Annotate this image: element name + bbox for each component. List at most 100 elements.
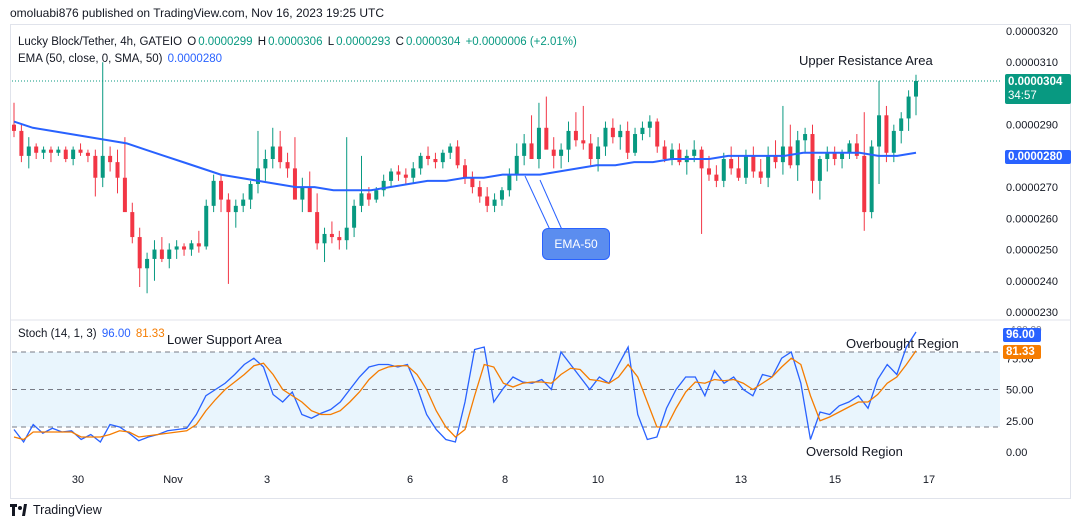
- candle-body: [56, 149, 61, 153]
- bar-countdown: 34:57: [1008, 90, 1037, 102]
- symbol-title[interactable]: Lucky Block/Tether, 4h, GATEIO: [18, 36, 183, 48]
- close-value: 0.0000304: [405, 36, 461, 48]
- time-axis-tick: 8: [502, 474, 508, 486]
- candle-body: [714, 174, 719, 181]
- candle-body: [499, 190, 504, 200]
- chart-frame: [10, 24, 1071, 499]
- stoch-legend[interactable]: Stoch (14, 1, 3) 96.00 81.33: [18, 328, 167, 340]
- candle-body: [906, 96, 911, 119]
- candle-body: [670, 149, 675, 160]
- candle-body: [780, 146, 785, 163]
- candle-body: [899, 118, 904, 131]
- candle-body: [396, 171, 401, 175]
- candle-body: [248, 183, 253, 200]
- candle-body: [344, 227, 349, 241]
- candle-body: [48, 149, 53, 153]
- candle-body: [211, 180, 216, 206]
- price-axis-tick: 0.0000240: [1006, 276, 1058, 288]
- candle-body: [891, 130, 896, 153]
- time-axis-tick: 17: [923, 474, 935, 486]
- low-value: 0.0000293: [336, 36, 391, 48]
- candle-body: [559, 149, 564, 156]
- candle-body: [596, 146, 601, 160]
- candle-body: [307, 187, 312, 213]
- candle-body: [12, 124, 16, 131]
- stoch-d-value: 81.33: [135, 328, 165, 340]
- ema-callout-pointer: [524, 175, 552, 233]
- ema50-line: [13, 120, 917, 192]
- candle-body: [315, 212, 320, 244]
- candle-body: [337, 237, 342, 241]
- candle-body: [278, 146, 283, 163]
- candle-body: [145, 258, 150, 269]
- candle-body: [463, 165, 467, 178]
- candle-body: [840, 152, 845, 160]
- candle-body: [647, 121, 652, 128]
- candle-body: [167, 249, 172, 259]
- candle-body: [470, 177, 475, 188]
- price-axis-tick: 0.0000250: [1006, 245, 1058, 257]
- ema-label: EMA (50, close, 0, SMA, 50): [18, 53, 163, 65]
- candle-body: [566, 130, 571, 150]
- candle-body: [300, 187, 305, 200]
- candle-body: [803, 134, 808, 141]
- price-axis-tick: 0.0000320: [1006, 26, 1058, 38]
- candle-body: [292, 168, 297, 200]
- time-axis-tick: Nov: [163, 474, 183, 486]
- candle-body: [359, 193, 364, 206]
- candle-body: [536, 127, 541, 160]
- candle-body: [862, 155, 867, 213]
- candle-body: [677, 149, 682, 163]
- candle-body: [285, 162, 290, 169]
- candle-body: [270, 146, 275, 160]
- ema-legend[interactable]: EMA (50, close, 0, SMA, 50) 0.0000280: [18, 53, 224, 65]
- ohlc-legend: Lucky Block/Tether, 4h, GATEIO O 0.000029…: [18, 36, 577, 48]
- oversold-label: Oversold Region: [806, 444, 903, 459]
- price-axis-tick: 0.0000230: [1006, 307, 1058, 319]
- candle-body: [389, 171, 394, 181]
- candle-body: [522, 143, 527, 156]
- candle-body: [655, 121, 660, 147]
- candle-body: [137, 237, 142, 269]
- price-axis-tick: 0.0000270: [1006, 182, 1058, 194]
- candle-body: [914, 80, 918, 97]
- candle-body: [869, 146, 874, 213]
- candle-body: [485, 196, 490, 206]
- candle-body: [219, 180, 224, 200]
- candle-body: [448, 146, 453, 153]
- candle-body: [226, 199, 231, 213]
- candle-body: [93, 155, 98, 178]
- candle-body: [189, 243, 194, 250]
- stoch-d-line: [13, 350, 917, 441]
- candle-body: [581, 140, 586, 144]
- stoch-axis-tick: 25.00: [1006, 416, 1034, 428]
- tradingview-logo-icon: [10, 504, 28, 516]
- stoch-axis-tick: 50.00: [1006, 385, 1034, 397]
- candle-body: [721, 159, 726, 181]
- candle-body: [884, 115, 889, 153]
- last-price-tag: 0.0000304 34:57: [1005, 74, 1071, 104]
- candle-body: [322, 233, 327, 244]
- candle-body: [588, 143, 593, 160]
- candle-body: [766, 155, 771, 178]
- candle-body: [41, 149, 46, 153]
- candle-body: [854, 143, 859, 156]
- candle-body: [847, 143, 852, 153]
- time-axis-tick: 6: [407, 474, 413, 486]
- candle-body: [751, 155, 756, 172]
- stoch-d-tag: 81.33: [1003, 345, 1041, 359]
- open-value: 0.0000299: [198, 36, 253, 48]
- candle-body: [403, 174, 408, 178]
- candle-body: [758, 171, 763, 178]
- footer-brand[interactable]: TradingView: [10, 503, 102, 517]
- candle-body: [817, 159, 822, 181]
- candle-body: [507, 174, 512, 191]
- time-axis-tick: 3: [264, 474, 270, 486]
- candle-body: [263, 159, 268, 169]
- candle-body: [573, 130, 578, 141]
- candle-body: [433, 159, 438, 163]
- candle-body: [692, 149, 697, 156]
- price-axis-tick: 0.0000260: [1006, 213, 1058, 225]
- candle-body: [625, 130, 630, 153]
